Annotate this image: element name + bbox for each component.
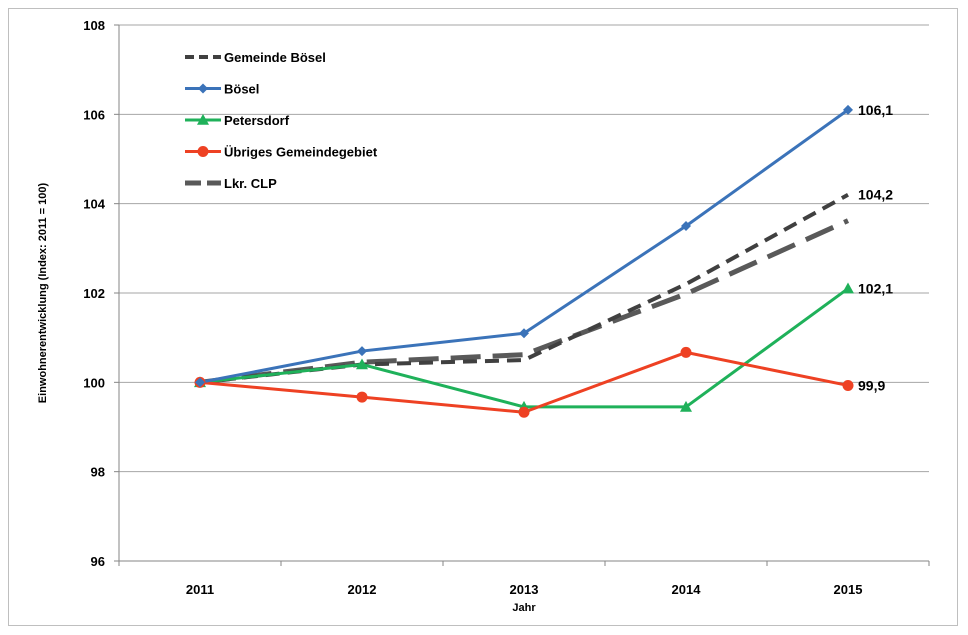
y-tick-label: 106 xyxy=(83,107,105,122)
data-point xyxy=(681,221,691,231)
legend-label: Bösel xyxy=(224,82,259,97)
y-tick-label: 96 xyxy=(91,554,105,569)
gridlines xyxy=(119,24,929,473)
legend: Gemeinde Bösel Bösel Petersdorf Übriges Gem… xyxy=(185,50,378,191)
x-tick-label: 2013 xyxy=(510,582,539,597)
data-labels: 104,2 102,1 99,9 106,1 xyxy=(858,102,893,394)
legend-marker xyxy=(197,114,209,125)
axes: 96 98 100 102 104 106 108 2011 2012 2013 2014 2015 xyxy=(83,18,930,597)
y-tick-label: 108 xyxy=(83,18,105,33)
x-tick-label: 2015 xyxy=(834,582,863,597)
legend-label: Lkr. CLP xyxy=(224,176,277,191)
y-tick-label: 104 xyxy=(83,197,105,212)
data-point xyxy=(195,377,205,388)
data-point xyxy=(356,358,368,370)
data-label: 102,1 xyxy=(858,281,893,297)
series-line-petersdorf xyxy=(199,287,849,409)
y-tick-label: 100 xyxy=(83,375,105,390)
data-point xyxy=(842,282,854,294)
legend-label: Petersdorf xyxy=(224,113,290,128)
data-point xyxy=(357,346,367,357)
legend-marker xyxy=(197,146,209,157)
y-axis-title: Einwohnerentwicklung (Index: 2011 = 100) xyxy=(37,182,49,403)
data-label: 106,1 xyxy=(858,102,893,118)
data-point xyxy=(680,346,692,358)
legend-marker xyxy=(198,83,208,94)
chart-frame xyxy=(8,8,958,626)
data-label: 99,9 xyxy=(858,377,885,393)
data-point xyxy=(518,406,530,418)
series-markers xyxy=(194,104,854,418)
series-line-gemeinde-b-sel xyxy=(199,192,849,385)
legend-label: Gemeinde Bösel xyxy=(224,50,326,65)
data-point xyxy=(356,391,368,403)
y-tick-label: 102 xyxy=(83,286,105,301)
x-tick-label: 2011 xyxy=(186,582,214,597)
data-point xyxy=(843,104,853,115)
data-point xyxy=(519,328,529,339)
legend-label: Übriges Gemeindegebiet xyxy=(224,145,378,160)
data-point xyxy=(842,379,854,391)
data-point xyxy=(680,400,692,412)
data-label: 104,2 xyxy=(858,187,893,203)
x-tick-label: 2012 xyxy=(348,582,377,597)
x-tick-label: 2014 xyxy=(672,582,702,597)
y-tick-label: 98 xyxy=(91,465,105,480)
x-axis-title: Jahr xyxy=(512,602,536,614)
